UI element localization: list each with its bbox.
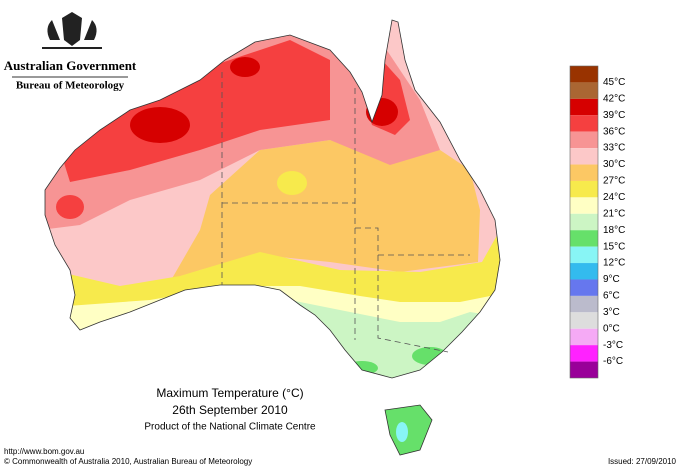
legend-label: 9°C xyxy=(603,274,620,285)
logo xyxy=(42,12,102,49)
bureau-name: Bureau of Meteorology xyxy=(16,80,125,92)
legend-swatch xyxy=(570,295,598,313)
legend-swatch xyxy=(570,98,598,116)
map-title: Maximum Temperature (°C) xyxy=(156,386,303,400)
legend-label: 15°C xyxy=(603,241,625,252)
legend-label: 21°C xyxy=(603,208,625,219)
legend-swatch xyxy=(570,328,598,346)
issued-date: Issued: 27/09/2010 xyxy=(608,457,677,466)
tasmania-cool-area xyxy=(396,422,408,442)
legend-label: 0°C xyxy=(603,323,620,334)
legend-label: 12°C xyxy=(603,258,625,269)
legend-swatch xyxy=(570,345,598,362)
legend-label: 39°C xyxy=(603,110,625,121)
legend-swatch xyxy=(570,148,598,165)
legend-label: 24°C xyxy=(603,192,625,203)
legend-label: 18°C xyxy=(603,225,625,236)
state-borders xyxy=(221,72,470,353)
legend-swatch xyxy=(570,164,598,181)
legend-frame xyxy=(569,65,599,379)
legend-label: 45°C xyxy=(603,77,625,88)
legend-label: 36°C xyxy=(603,126,625,137)
legend-swatch xyxy=(570,131,598,149)
legend-swatch xyxy=(570,263,598,280)
legend-swatch xyxy=(570,180,598,198)
legend-swatch xyxy=(570,361,598,378)
legend-swatch xyxy=(570,312,598,329)
legend-swatch xyxy=(570,213,598,231)
legend-swatch xyxy=(570,115,598,132)
map-product: Product of the National Climate Centre xyxy=(144,422,316,433)
legend: 45°C 42°C 39°C 36°C 33°C 30°C 27°C 24°C 21°C 18°C… xyxy=(569,65,625,379)
tasmania xyxy=(384,404,433,456)
map-date: 26th September 2010 xyxy=(172,403,288,417)
legend-swatch xyxy=(570,279,598,296)
legend-label: 3°C xyxy=(603,307,620,318)
legend-label: -3°C xyxy=(603,340,623,351)
legend-swatch xyxy=(570,82,598,99)
legend-swatch xyxy=(570,66,598,83)
legend-label: 27°C xyxy=(603,176,625,187)
legend-label: -6°C xyxy=(603,356,623,367)
government-name: Australian Government xyxy=(4,58,137,73)
legend-label: 33°C xyxy=(603,143,625,154)
legend-label: 42°C xyxy=(603,93,625,104)
legend-swatch xyxy=(570,197,598,214)
coastline xyxy=(44,19,501,379)
legend-label: 6°C xyxy=(603,291,620,302)
legend-swatch xyxy=(570,230,598,247)
website: http://www.bom.gov.au xyxy=(4,447,84,456)
legend-label: 30°C xyxy=(603,159,625,170)
copyright: © Commonwealth of Australia 2010, Austra… xyxy=(4,457,252,466)
legend-swatch xyxy=(570,246,598,264)
